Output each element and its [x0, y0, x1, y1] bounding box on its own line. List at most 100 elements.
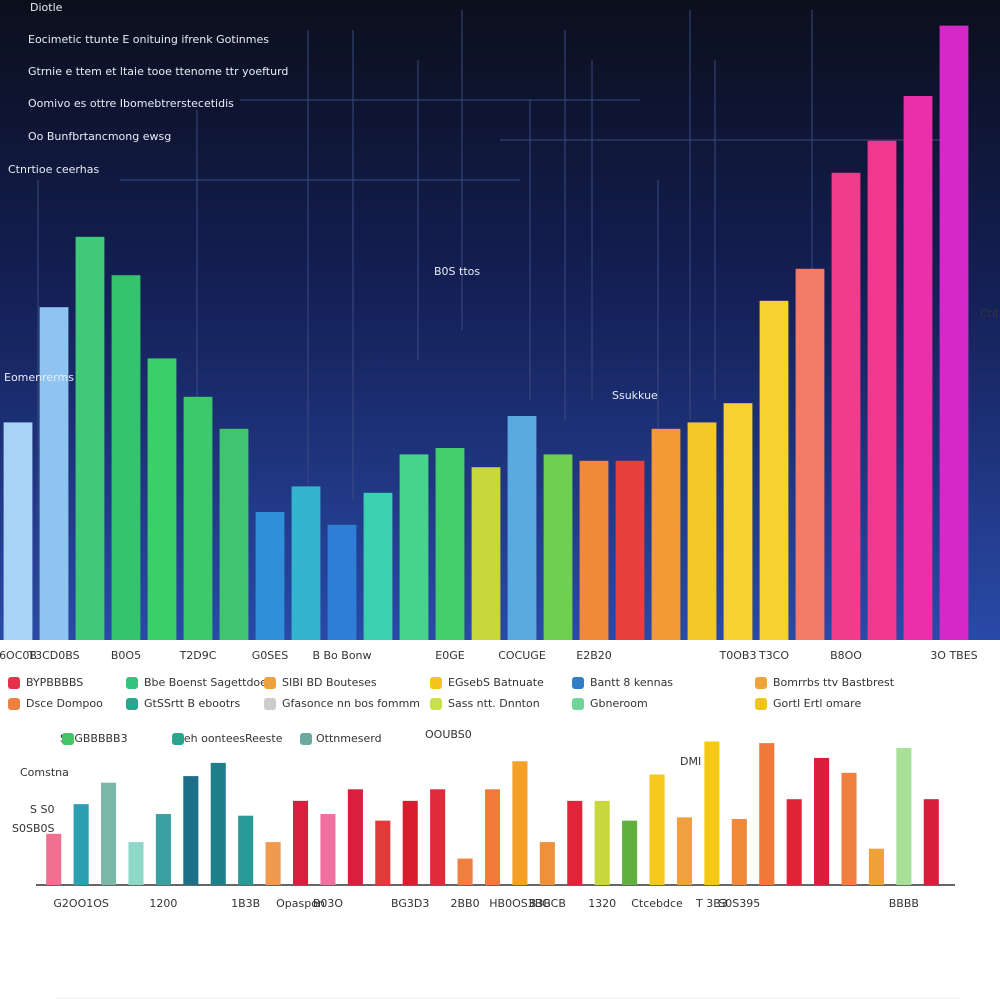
bar: [147, 358, 177, 640]
legend-swatch: [755, 677, 767, 689]
bar: [399, 454, 429, 640]
bar: [841, 772, 857, 885]
x-tick-label: T 3B3: [695, 897, 728, 910]
bar: [786, 799, 802, 885]
x-tick-label: G2OO1OS: [53, 897, 108, 910]
bar: [435, 448, 465, 640]
bar: [594, 800, 610, 885]
annotation: Eocimetic ttunte E onituing ifrenk Gotin…: [28, 33, 269, 46]
legend-swatch: [172, 733, 184, 745]
bar: [507, 416, 537, 640]
x-tick-label: Opaspon: [276, 897, 325, 910]
bar: [939, 25, 969, 641]
legend-label: Dsce Dompoo: [26, 697, 103, 710]
bar: [923, 799, 939, 885]
bar: [292, 800, 309, 885]
x-tick-label: BBBB: [889, 897, 919, 910]
x-tick-label: 1320: [588, 897, 616, 910]
legend-label: Bantt 8 kennas: [590, 676, 673, 689]
legend-label: Bomrrbs ttv Bastbrest: [773, 676, 895, 689]
annotation: DMI: [680, 755, 701, 768]
x-tick-label: 3O TBES: [930, 649, 977, 662]
bar: [868, 848, 884, 885]
x-tick-label: B0O5: [111, 649, 141, 662]
bar: [687, 422, 717, 640]
legend-label: Sass ntt. Dnnton: [448, 697, 540, 710]
bar: [39, 307, 69, 640]
bar: [3, 422, 33, 640]
annotation: Bteh oontees: [172, 732, 245, 745]
legend-label: GtSSrtt B ebootrs: [144, 697, 241, 710]
legend-swatch: [572, 677, 584, 689]
bar: [539, 842, 555, 885]
legend-label: EGsebS Batnuate: [448, 676, 544, 689]
x-tick-label: G0SES: [252, 649, 288, 662]
x-tick-label: T3CD0BS: [27, 649, 79, 662]
decor-lines: [37, 10, 940, 640]
bar: [155, 814, 171, 885]
bar: [615, 460, 645, 640]
annotation: S0SB0S: [12, 822, 55, 835]
x-tick-label: COCUGE: [498, 649, 546, 662]
legend-swatch: [126, 698, 138, 710]
legend-swatch: [755, 698, 767, 710]
bar: [183, 776, 199, 885]
annotation: Diotle: [30, 1, 63, 14]
x-tick-label: B8OO: [830, 649, 862, 662]
x-tick-label: 1200: [149, 897, 177, 910]
bar: [831, 172, 861, 641]
bar: [402, 800, 418, 885]
bar: [471, 467, 501, 640]
bar: [484, 789, 501, 885]
annotation: Eomenrerms: [4, 371, 74, 384]
legend-swatch: [430, 698, 442, 710]
bar: [375, 820, 391, 885]
x-tick-label: E2B20: [576, 649, 612, 662]
bar: [430, 789, 446, 885]
bar: [903, 96, 933, 640]
legend-label: Gfasonce nn bos fommm: [282, 697, 420, 710]
bar: [512, 761, 528, 885]
legend-swatch: [8, 698, 20, 710]
x-tick-label: B3BCB: [529, 897, 566, 910]
annotation: SBGBBBBB3: [60, 732, 128, 745]
x-tick-label: Ctcebdce: [631, 897, 683, 910]
bar: [238, 815, 254, 885]
legend-label: Gbneroom: [590, 697, 648, 710]
bar: [649, 774, 665, 885]
legend-swatch: [62, 733, 74, 745]
annotation: Ottnmeserd: [316, 732, 382, 745]
annotation: S S0: [30, 803, 54, 816]
annotation: B0S ttos: [434, 265, 480, 278]
annotation: Oomivo es ottre Ibomebtrerstecetidis: [28, 97, 234, 110]
x-tick-label: B Bo Bonw: [312, 649, 371, 662]
bar: [327, 524, 357, 640]
bar: [46, 833, 62, 885]
bar: [363, 492, 393, 640]
bar: [255, 512, 285, 640]
legend-swatch: [430, 677, 442, 689]
bar: [111, 275, 141, 640]
legend-label: BYPBBBBS: [26, 676, 83, 689]
bar: [543, 454, 573, 640]
legend-swatch: [126, 677, 138, 689]
legend-label: Bbe Boenst Sagettdoe: [144, 676, 267, 689]
bar: [183, 396, 213, 640]
bar: [128, 842, 144, 885]
x-tick-label: 1B3B: [231, 897, 260, 910]
bar: [73, 804, 89, 885]
annotation: Ctits: [980, 307, 1000, 320]
bar: [759, 743, 775, 885]
legend-label: Gortl Ertl omare: [773, 697, 861, 710]
bar: [795, 268, 825, 640]
x-tick-label: 6OC0B: [0, 649, 37, 662]
bar: [320, 814, 336, 885]
annotation: Gtrnie e ttem et ltaie tooe ttenome ttr …: [28, 65, 288, 78]
bar: [759, 300, 789, 640]
legend-swatch: [264, 698, 276, 710]
bar: [291, 486, 321, 640]
legend-swatch: [572, 698, 584, 710]
bar: [219, 428, 249, 640]
annotation: Oo Bunfbrtancmong ewsg: [28, 130, 171, 143]
